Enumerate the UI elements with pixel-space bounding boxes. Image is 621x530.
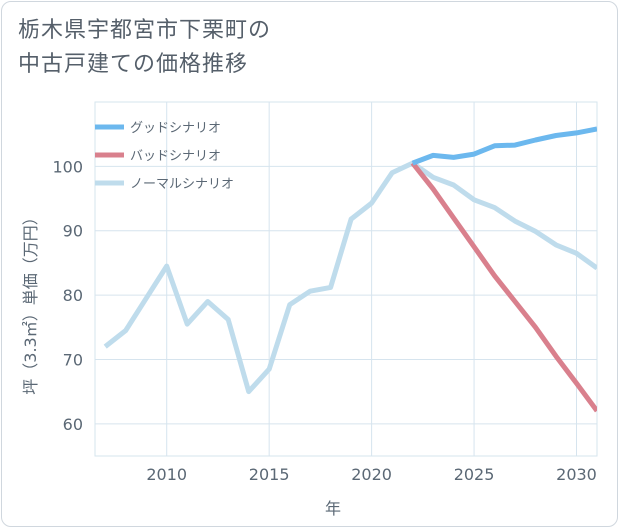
chart-title-line2: 中古戸建ての価格推移 <box>18 52 249 77</box>
series-line-normal <box>103 160 597 395</box>
plot-frame <box>94 101 598 457</box>
x-axis-ticks: 2010 2015 2020 2025 2030 <box>146 465 597 484</box>
legend-label-good: グッドシナリオ <box>130 121 221 136</box>
y-axis-ticks: 60 70 80 90 100 <box>52 157 83 433</box>
y-tick-label: 60 <box>63 415 83 434</box>
x-tick-label: 2020 <box>351 465 392 484</box>
chart-title: 栃木県宇都宮市下栗町の 中古戸建ての価格推移 <box>18 14 458 82</box>
chart-title-line1: 栃木県宇都宮市下栗町の <box>18 18 272 43</box>
x-tick-label: 2025 <box>454 465 495 484</box>
series-line-bad <box>410 161 597 413</box>
y-tick-label: 70 <box>63 350 83 369</box>
series-line-good <box>411 126 597 166</box>
legend-label-bad: バッドシナリオ <box>130 149 221 164</box>
y-tick-label: 80 <box>63 286 83 305</box>
series-lines <box>103 126 597 413</box>
legend-label-normal: ノーマルシナリオ <box>130 177 234 192</box>
x-tick-label: 2015 <box>249 465 290 484</box>
y-tick-label: 100 <box>52 157 83 176</box>
x-tick-label: 2010 <box>146 465 187 484</box>
y-tick-label: 90 <box>63 222 83 241</box>
x-tick-label: 2030 <box>556 465 597 484</box>
x-axis-title: 年 <box>325 499 341 518</box>
y-axis-title: 坪（3.3㎡）単価（万円） <box>21 209 40 394</box>
